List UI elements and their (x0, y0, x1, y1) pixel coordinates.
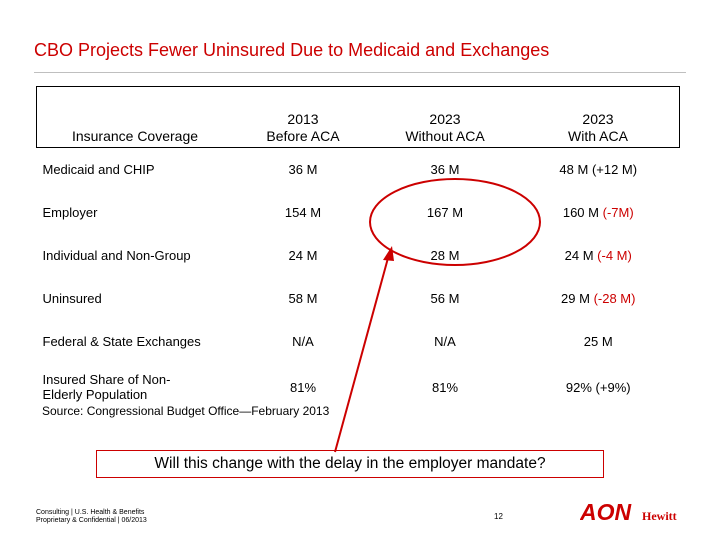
with-change: (+9%) (595, 379, 631, 395)
with-change: (-4 M) (597, 248, 632, 263)
header-2023-without-aca: 2023 Without ACA (405, 111, 485, 144)
cell-without: 36 M (430, 162, 460, 177)
cell-with: 29 M (-28 M) (517, 277, 680, 320)
logo-sub: Hewitt (642, 509, 677, 523)
cell-before: 36 M (288, 162, 318, 177)
cell-without: 28 M (430, 248, 460, 263)
question-callout: Will this change with the delay in the e… (96, 450, 604, 478)
cell-without: N/A (434, 334, 456, 349)
table-row: Medicaid and CHIP 36 M 36 M 48 M (+12 M) (37, 148, 680, 192)
with-value: 48 M (559, 162, 589, 177)
source-note: Source: Congressional Budget Office—Febr… (42, 404, 330, 418)
page-title: CBO Projects Fewer Uninsured Due to Medi… (34, 40, 550, 60)
table-row: Employer 154 M 167 M 160 M (-7M) (37, 191, 680, 234)
with-value: 160 M (562, 205, 599, 220)
table-row: Federal & State Exchanges N/A N/A 25 M (37, 320, 680, 363)
row-label: Employer (42, 205, 98, 220)
table-header-row: Insurance Coverage 2013 Before ACA 2023 Wi… (36, 86, 680, 148)
with-value: 24 M (564, 248, 594, 263)
header-2013-before-aca: 2013 Before ACA (266, 111, 340, 144)
row-label: Medicaid and CHIP (42, 162, 155, 177)
with-change: (-28 M) (593, 291, 636, 306)
table-row: Uninsured 58 M 56 M 29 M (-28 M) (37, 277, 680, 320)
row-label: Federal & State Exchanges (42, 334, 201, 349)
footer-line2: Proprietary & Confidential | 06/2013 (36, 517, 147, 524)
cell-before: 58 M (288, 291, 318, 306)
footer: Consulting | U.S. Health & Benefits Prop… (36, 509, 147, 525)
cell-with: 25 M (517, 320, 680, 363)
table-row: Individual and Non-Group 24 M 28 M 24 M … (37, 234, 680, 277)
cell-with: 92% (+9%) (517, 363, 680, 411)
with-change: (+12 M) (591, 162, 638, 177)
question-text: Will this change with the delay in the e… (154, 455, 546, 472)
cell-before: 81% (289, 379, 317, 395)
cell-without: 167 M (426, 205, 464, 220)
cell-before: N/A (292, 334, 314, 349)
cell-with: 160 M (-7M) (517, 191, 680, 234)
page-number: 12 (494, 512, 503, 521)
with-change: (-7M) (602, 205, 634, 220)
row-label: Insured Share of Non- Elderly Population (42, 372, 171, 402)
footer-line1: Consulting | U.S. Health & Benefits (36, 509, 145, 516)
row-label: Individual and Non-Group (42, 248, 191, 263)
coverage-table: Insurance Coverage 2013 Before ACA 2023 Wi… (36, 86, 680, 411)
cell-before: 154 M (284, 205, 322, 220)
row-label: Uninsured (42, 291, 102, 306)
cell-before: 24 M (288, 248, 318, 263)
logo-brand: AON (580, 499, 632, 523)
title-divider (34, 72, 686, 73)
cell-with: 24 M (-4 M) (517, 234, 680, 277)
aon-hewitt-logo: AON Hewitt (580, 499, 677, 523)
with-value: 25 M (583, 334, 613, 349)
with-value: 29 M (561, 291, 590, 306)
header-insurance-coverage: Insurance Coverage (71, 128, 199, 144)
cell-without: 56 M (430, 291, 460, 306)
cell-without: 81% (431, 379, 459, 395)
header-2023-with-aca: 2023 With ACA (568, 111, 628, 144)
cell-with: 48 M (+12 M) (517, 148, 680, 192)
table-row: Insured Share of Non- Elderly Population … (37, 363, 680, 411)
with-value: 92% (565, 379, 592, 395)
